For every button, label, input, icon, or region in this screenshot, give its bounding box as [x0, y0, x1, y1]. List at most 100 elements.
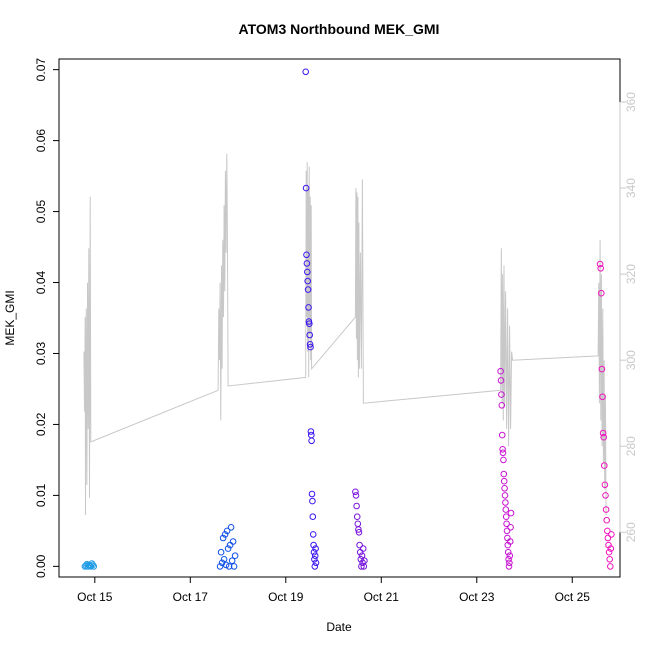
- data-point: [217, 548, 225, 556]
- data-point: [353, 513, 361, 521]
- y-tick-label: 0.07: [34, 58, 48, 82]
- data-point: [221, 531, 229, 538]
- right-tick-label: 320: [624, 264, 638, 284]
- data-point: [502, 506, 510, 513]
- data-point: [598, 289, 605, 297]
- data-point: [505, 563, 513, 570]
- data-point: [604, 534, 612, 542]
- data-point: [87, 563, 95, 570]
- x-tick-label: Oct 15: [77, 590, 113, 604]
- data-point: [304, 277, 312, 285]
- y-axis-label: MEK_GMI: [3, 290, 17, 345]
- data-point: [497, 377, 505, 384]
- data-point: [308, 437, 315, 445]
- y-tick-label: 0.00: [34, 554, 48, 578]
- data-point: [302, 184, 310, 192]
- y-axis-left: 0.00 0.01 0.02 0.03 0.04 0.05 0.06 0.07: [34, 58, 60, 578]
- data-point: [501, 485, 508, 492]
- data-point: [223, 527, 231, 535]
- data-point: [607, 545, 615, 552]
- data-point: [311, 552, 319, 560]
- data-point: [304, 268, 311, 276]
- data-point: [499, 449, 507, 457]
- right-tick-label: 360: [624, 92, 638, 112]
- x-tick-label: Oct 17: [173, 590, 209, 604]
- data-point: [309, 531, 317, 538]
- data-point: [89, 561, 97, 569]
- data-point: [359, 545, 367, 552]
- data-point: [231, 552, 239, 560]
- data-point: [608, 531, 615, 538]
- data-point: [506, 559, 513, 567]
- y-tick-label: 0.01: [34, 483, 48, 507]
- points-layer: [81, 68, 615, 570]
- data-point: [506, 538, 514, 545]
- data-point: [607, 563, 614, 570]
- right-tick-label: 260: [624, 522, 638, 542]
- x-tick-label: Oct 23: [459, 590, 495, 604]
- line-series: [83, 153, 607, 516]
- data-point: [228, 557, 236, 565]
- data-point: [303, 260, 311, 267]
- data-point: [359, 559, 366, 567]
- data-point: [498, 391, 505, 398]
- data-point: [304, 286, 312, 293]
- y-tick-label: 0.06: [34, 129, 48, 153]
- data-point: [507, 524, 514, 531]
- chart-title: ATOM3 Northbound MEK_GMI: [239, 21, 440, 37]
- x-axis: Oct 15 Oct 17 Oct 19 Oct 21 Oct 23 Oct 25: [77, 576, 590, 604]
- data-point: [302, 68, 310, 76]
- data-point: [229, 538, 237, 545]
- data-point: [606, 556, 614, 563]
- data-point: [498, 402, 506, 409]
- data-point: [601, 481, 609, 489]
- data-point: [500, 477, 508, 485]
- x-tick-label: Oct 19: [268, 590, 304, 604]
- data-point: [357, 556, 365, 563]
- data-point: [309, 513, 317, 521]
- data-point: [303, 251, 310, 259]
- data-point: [354, 520, 362, 528]
- data-point: [227, 524, 235, 531]
- data-point: [599, 429, 607, 437]
- data-point: [603, 516, 611, 524]
- data-point: [307, 343, 314, 351]
- data-point: [306, 341, 314, 348]
- data-point: [604, 527, 611, 535]
- data-point: [305, 304, 312, 311]
- data-point: [307, 428, 315, 435]
- right-tick-label: 300: [624, 350, 638, 370]
- data-point: [498, 431, 506, 439]
- data-point: [503, 527, 511, 535]
- data-point: [597, 265, 605, 272]
- data-point: [220, 556, 228, 563]
- data-point: [602, 506, 610, 513]
- data-point: [358, 563, 365, 570]
- data-point: [598, 365, 606, 373]
- y-axis-right: 260 280 300 320 340 360: [619, 92, 638, 542]
- data-point: [500, 470, 508, 478]
- x-axis-label: Date: [326, 620, 352, 634]
- data-point: [602, 492, 609, 499]
- data-point: [505, 556, 512, 563]
- data-point: [600, 433, 608, 441]
- data-point: [312, 559, 320, 567]
- data-point: [504, 548, 512, 556]
- data-point: [310, 541, 317, 549]
- data-point: [497, 367, 504, 375]
- data-point: [308, 431, 315, 439]
- data-point: [355, 529, 363, 536]
- data-point: [352, 492, 360, 499]
- y-tick-label: 0.04: [34, 271, 48, 295]
- data-point: [361, 557, 368, 565]
- data-point: [230, 563, 238, 570]
- data-point: [596, 260, 604, 268]
- y-tick-label: 0.03: [34, 341, 48, 365]
- line-series-layer: [83, 153, 607, 516]
- data-point: [225, 563, 233, 570]
- data-point: [309, 497, 316, 505]
- plot-frame: [58, 58, 621, 578]
- data-point: [601, 462, 608, 469]
- data-point: [356, 541, 363, 549]
